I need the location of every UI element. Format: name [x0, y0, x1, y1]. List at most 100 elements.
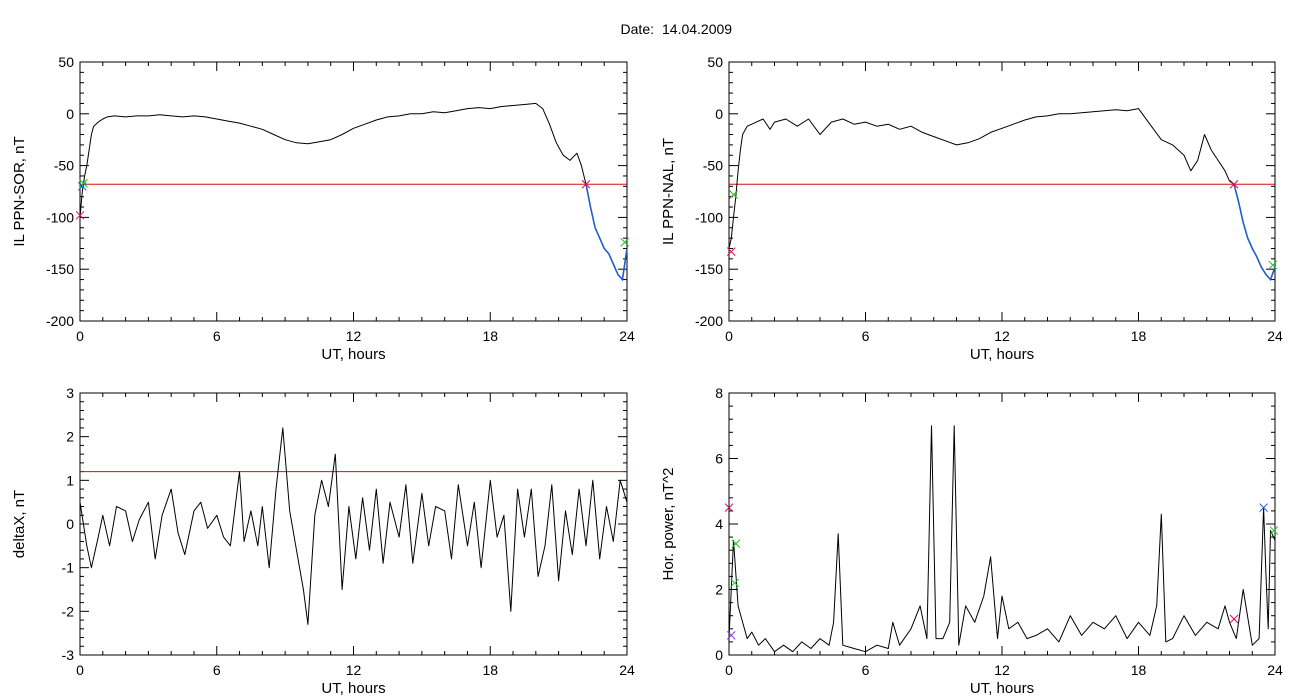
- y-axis-label: IL PPN-SOR, nT: [11, 136, 28, 246]
- marker-cross: [79, 178, 88, 188]
- y-tick-label: -100: [695, 209, 723, 225]
- y-tick-label: 0: [66, 106, 74, 122]
- y-tick-label: 6: [715, 451, 723, 467]
- marker-stroke: [77, 181, 87, 191]
- y-tick-label: 0: [66, 516, 74, 532]
- x-tick-label: 0: [76, 662, 84, 678]
- x-tick-label: 18: [482, 662, 498, 678]
- y-tick-label: 50: [707, 54, 723, 70]
- marker-cross: [1259, 503, 1268, 512]
- marker-cross: [724, 503, 734, 512]
- x-tick-label: 0: [725, 328, 733, 344]
- marker-stroke: [620, 237, 630, 247]
- marker-stroke: [1268, 260, 1278, 270]
- y-axis-label: Hor. power, nT^2: [660, 468, 677, 581]
- plot-frame: [79, 392, 628, 656]
- x-tick-label: 12: [994, 328, 1010, 344]
- series-line: [79, 102, 628, 281]
- marker-stroke: [726, 630, 736, 640]
- x-tick-label: 24: [1267, 662, 1283, 678]
- x-axis-label: UT, hours: [321, 346, 385, 363]
- marker-stroke: [79, 178, 88, 188]
- y-tick-label: 4: [715, 516, 723, 532]
- x-axis-label: UT, hours: [321, 680, 385, 697]
- x-tick-label: 24: [1267, 328, 1283, 344]
- date-value: 14.04.2009: [662, 21, 732, 37]
- x-tick-label: 6: [862, 662, 870, 678]
- y-tick-label: -50: [703, 158, 723, 174]
- marker-cross: [620, 237, 630, 247]
- x-tick-label: 12: [346, 328, 362, 344]
- marker-cross: [75, 210, 85, 220]
- series-line: [728, 425, 1276, 653]
- y-tick-label: -200: [46, 313, 74, 329]
- y-tick-label: 0: [715, 647, 723, 663]
- x-tick-label: 6: [862, 328, 870, 344]
- marker-cross: [1269, 526, 1279, 535]
- marker-cross: [581, 179, 591, 189]
- y-tick-label: 1: [66, 472, 74, 488]
- marker-stroke: [75, 210, 85, 220]
- marker-stroke: [1269, 526, 1279, 535]
- x-tick-label: 12: [346, 662, 362, 678]
- marker-stroke: [731, 539, 741, 549]
- chart-nal-il: 0 6 12 18 24 -200 -150 -100 -50 0 50 UT, hours IL PP…: [660, 54, 1283, 363]
- marker-cross: [77, 181, 87, 191]
- x-tick-label: 24: [619, 662, 635, 678]
- marker-stroke: [1229, 179, 1239, 189]
- marker-stroke: [729, 190, 738, 199]
- marker-stroke: [724, 503, 734, 512]
- x-tick-label: 0: [76, 328, 84, 344]
- marker-stroke: [726, 247, 736, 256]
- x-tick-label: 18: [1131, 662, 1147, 678]
- x-tick-label: 12: [994, 662, 1010, 678]
- y-tick-label: -150: [46, 261, 74, 277]
- marker-stroke: [1229, 614, 1239, 624]
- y-tick-label: 2: [715, 582, 723, 598]
- marker-stroke: [581, 179, 591, 189]
- plot-frame: [728, 392, 1276, 656]
- x-tick-label: 18: [482, 328, 498, 344]
- y-tick-label: -50: [54, 158, 74, 174]
- series-line: [79, 427, 628, 625]
- y-tick-label: 2: [66, 429, 74, 445]
- marker-cross: [1229, 179, 1239, 189]
- marker-cross: [731, 539, 741, 549]
- series-line: [728, 108, 1276, 281]
- marker-cross: [1268, 260, 1278, 270]
- x-axis-label: UT, hours: [970, 346, 1034, 363]
- marker-cross: [730, 578, 740, 588]
- marker-cross: [726, 630, 736, 640]
- y-tick-label: 3: [66, 385, 74, 401]
- x-tick-label: 24: [619, 328, 635, 344]
- y-tick-label: 8: [715, 385, 723, 401]
- x-tick-label: 18: [1131, 328, 1147, 344]
- y-axis-label: deltaX, nT: [11, 490, 28, 558]
- y-tick-label: -200: [695, 313, 723, 329]
- x-tick-label: 0: [725, 662, 733, 678]
- marker-stroke: [1259, 503, 1268, 512]
- marker-cross: [726, 247, 736, 256]
- y-tick-label: 0: [715, 106, 723, 122]
- y-tick-label: -3: [62, 647, 75, 663]
- marker-cross: [729, 190, 738, 199]
- plot-frame: [728, 61, 1276, 322]
- highlight-segment: [1233, 183, 1276, 282]
- marker-stroke: [730, 578, 740, 588]
- y-tick-label: -150: [695, 261, 723, 277]
- highlight-segment: [585, 184, 628, 282]
- date-label: Date:: [621, 21, 654, 37]
- y-tick-label: -1: [62, 560, 75, 576]
- y-tick-label: 50: [58, 54, 74, 70]
- marker-cross: [1229, 614, 1239, 624]
- x-tick-label: 6: [213, 662, 221, 678]
- x-axis-label: UT, hours: [970, 680, 1034, 697]
- y-tick-label: -100: [46, 209, 74, 225]
- y-axis-label: IL PPN-NAL, nT: [660, 138, 677, 245]
- x-tick-label: 6: [213, 328, 221, 344]
- y-tick-label: -2: [62, 603, 75, 619]
- chart-sor-il: 0 6 12 18 24 -200 -150 -100 -50 0 50 UT, hours IL PP…: [11, 54, 635, 363]
